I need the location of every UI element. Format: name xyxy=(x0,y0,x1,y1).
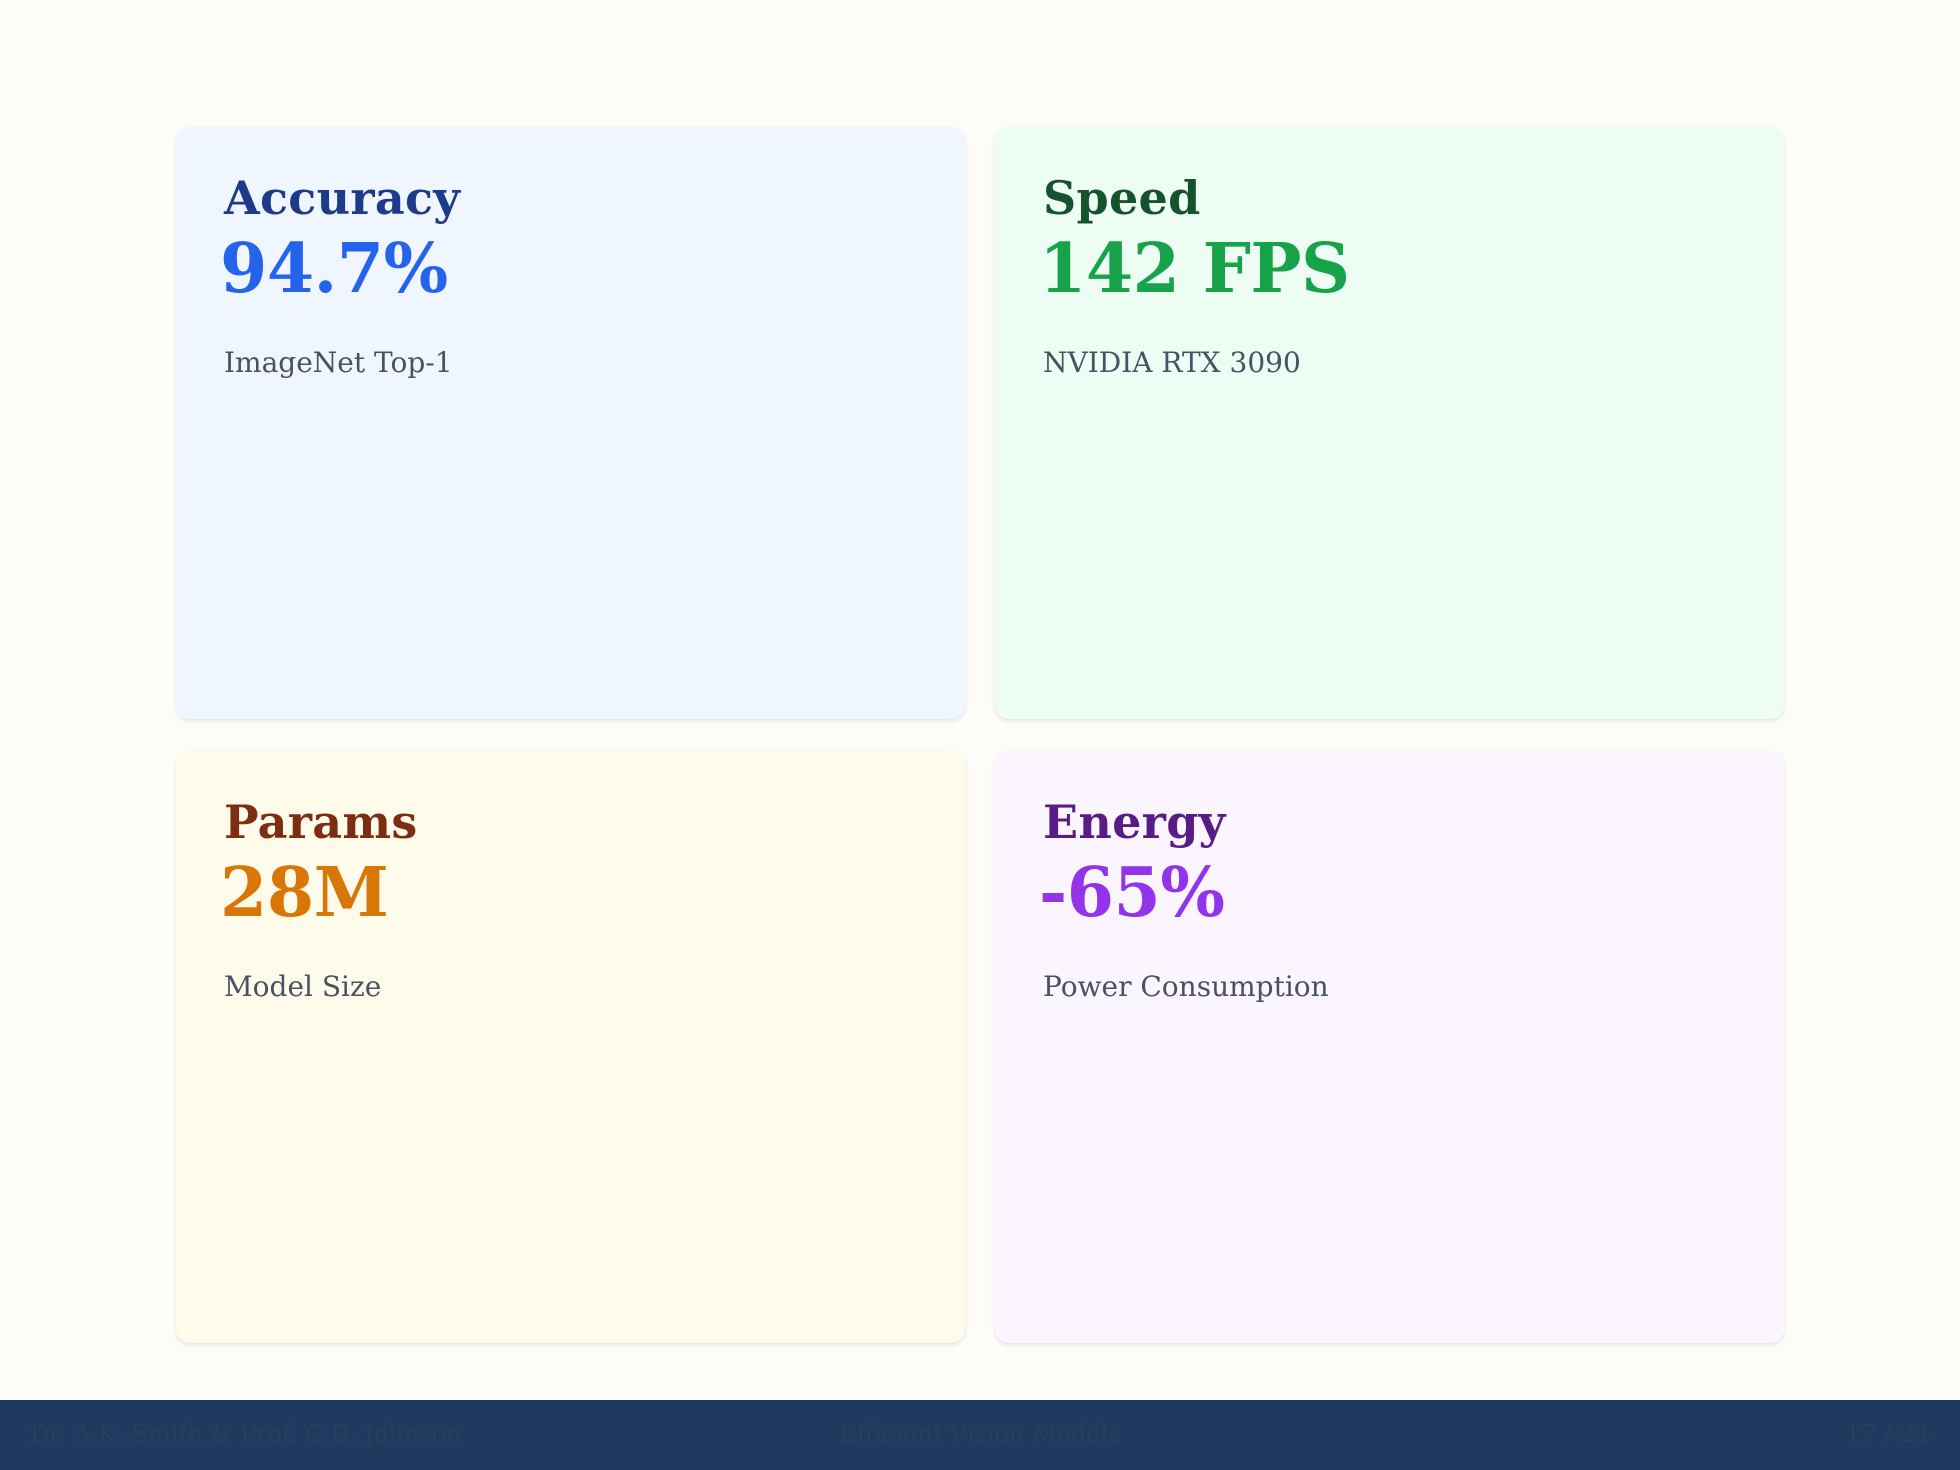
metric-card-speed: Speed 142 FPS NVIDIA RTX 3090 xyxy=(995,127,1784,719)
card-value: 142 FPS xyxy=(1039,229,1350,309)
footer-title: Efficient Vision Models xyxy=(839,1420,1121,1448)
card-value: -65% xyxy=(1039,853,1225,933)
card-value: 28M xyxy=(220,853,389,933)
card-title: Energy xyxy=(1043,795,1226,849)
footer-authors: Dr. A.K. Smith & Prof. C.D. Johnson xyxy=(30,1420,462,1448)
metric-card-accuracy: Accuracy 94.7% ImageNet Top-1 xyxy=(176,127,965,719)
footer-page-number: 17 / 24 xyxy=(1845,1420,1930,1448)
slide-footer: Dr. A.K. Smith & Prof. C.D. Johnson Effi… xyxy=(0,1400,1960,1470)
card-title: Speed xyxy=(1043,171,1201,225)
metric-card-params: Params 28M Model Size xyxy=(176,751,965,1343)
card-caption: Power Consumption xyxy=(1043,970,1329,1003)
card-caption: NVIDIA RTX 3090 xyxy=(1043,346,1301,379)
card-caption: ImageNet Top-1 xyxy=(224,346,453,379)
card-value: 94.7% xyxy=(220,229,448,309)
metric-card-energy: Energy -65% Power Consumption xyxy=(995,751,1784,1343)
metrics-grid: Accuracy 94.7% ImageNet Top-1 Speed 142 … xyxy=(176,127,1784,1343)
card-caption: Model Size xyxy=(224,970,382,1003)
card-title: Params xyxy=(224,795,418,849)
card-title: Accuracy xyxy=(224,171,461,225)
